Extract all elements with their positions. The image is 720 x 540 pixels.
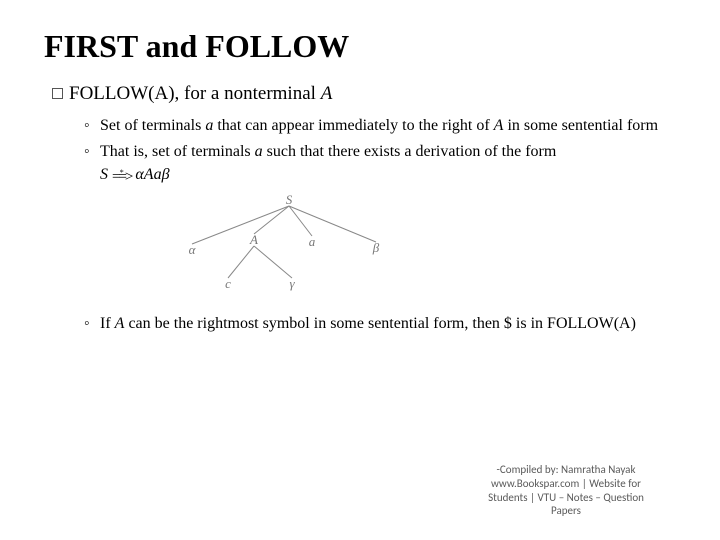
svg-text:c: c [225, 276, 231, 291]
tree-svg: Sα Aa β c γ [184, 192, 394, 294]
main-var: A [321, 83, 333, 104]
svg-text:γ: γ [289, 276, 295, 291]
b1-A: A [494, 117, 504, 134]
b2-a: a [255, 143, 263, 160]
b1-mid: that can appear immediately to the right… [213, 117, 493, 134]
svg-text:β: β [372, 240, 380, 255]
b1-pre: Set of terminals [100, 117, 205, 134]
svg-text:α: α [189, 242, 197, 257]
footer-l4: Papers [456, 504, 676, 518]
footer-l3: Students | VTU – Notes – Question [456, 491, 676, 505]
b2-post: such that there exists a derivation of t… [263, 143, 557, 160]
list-item: Set of terminals a that can appear immed… [84, 115, 676, 137]
sub-list-2: If A can be the rightmost symbol in some… [84, 313, 676, 335]
parse-tree-diagram: Sα Aa β c γ [184, 192, 676, 299]
deriv-S: S [100, 166, 108, 184]
checkbox-icon [52, 88, 63, 99]
main-tail: for a nonterminal [179, 83, 320, 104]
svg-text:A: A [249, 232, 258, 247]
footer: -Compiled by: Namratha Nayak www.Bookspa… [456, 463, 676, 518]
b2-pre: That is, set of terminals [100, 143, 255, 160]
list-item: That is, set of terminals a such that th… [84, 141, 676, 163]
b3-A: A [115, 315, 125, 332]
main-bullet: FOLLOW(A), for a nonterminal A [52, 83, 676, 105]
b3-pre: If [100, 315, 115, 332]
footer-l1: -Compiled by: Namratha Nayak [456, 463, 676, 477]
sub-list: Set of terminals a that can appear immed… [84, 115, 676, 162]
b1-post: in some sentential form [503, 117, 658, 134]
svg-text:S: S [286, 192, 293, 207]
derives-icon: *==> [112, 171, 131, 180]
main-head: FOLLOW(A), [69, 83, 179, 104]
list-item: If A can be the rightmost symbol in some… [84, 313, 676, 335]
derivation: S *==> αAaβ [100, 166, 676, 184]
deriv-rhs: αAaβ [135, 166, 169, 184]
footer-l2: www.Bookspar.com | Website for [456, 477, 676, 491]
page-title: FIRST and FOLLOW [44, 28, 676, 65]
svg-text:a: a [309, 234, 316, 249]
b3-post: can be the rightmost symbol in some sent… [124, 315, 635, 332]
